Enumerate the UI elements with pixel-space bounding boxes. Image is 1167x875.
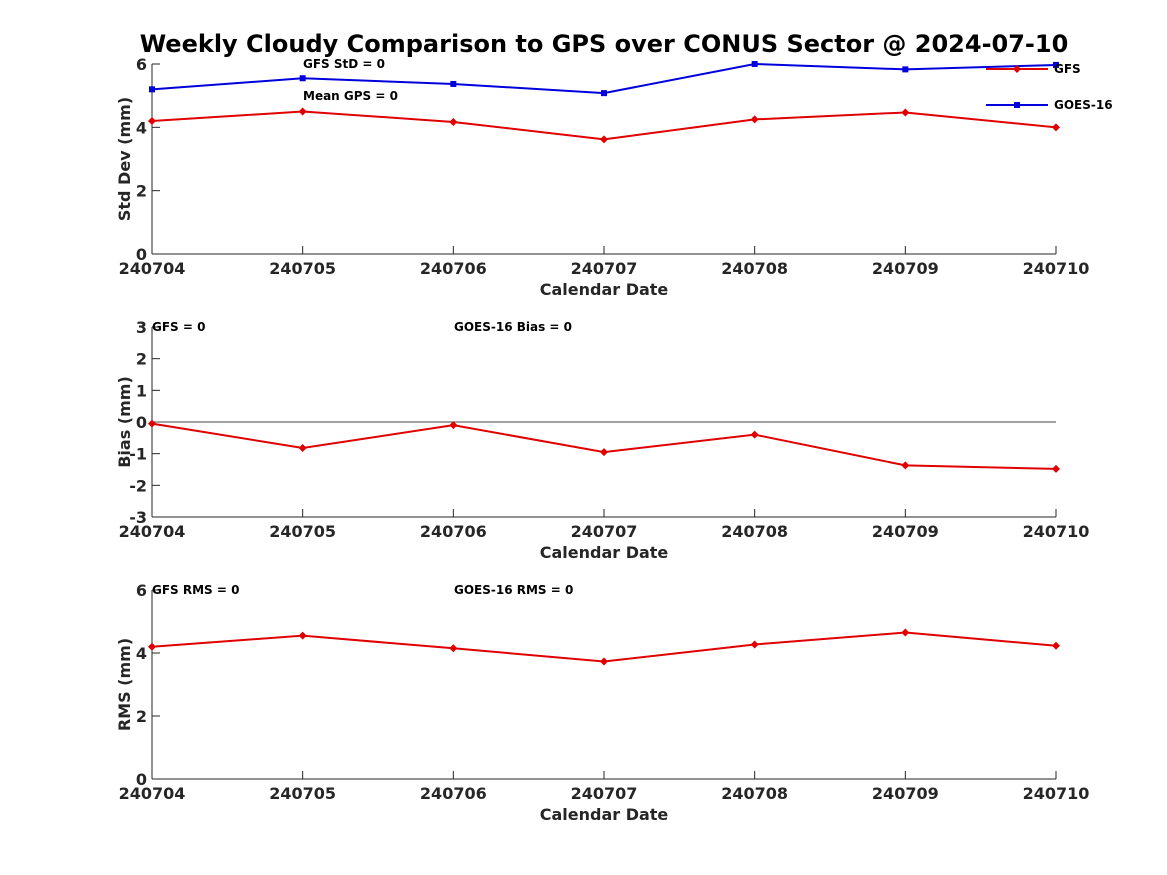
annotation: GFS RMS = 0: [152, 583, 239, 597]
panel-3: 240704 240705 240706 240707 240708 240709 2407…: [115, 581, 1089, 824]
x-tick-label: 240706: [420, 522, 487, 541]
x-axis-label: Calendar Date: [540, 280, 669, 299]
x-tick-label: 240708: [721, 784, 788, 803]
data-point-gfs: [148, 642, 156, 651]
data-point-goes-16: [1053, 61, 1059, 68]
y-tick-label: 0: [136, 245, 147, 264]
data-point-gfs: [750, 430, 759, 439]
data-point-gfs: [901, 461, 910, 470]
x-tick-label: 240707: [571, 259, 638, 278]
x-tick-label: 240705: [269, 259, 336, 278]
y-tick-label: -1: [129, 445, 147, 464]
y-tick-label: -3: [129, 508, 147, 527]
y-tick-label: 1: [136, 381, 147, 400]
data-point-gfs: [298, 631, 307, 640]
x-tick-label: 240705: [269, 784, 336, 803]
y-tick-label: 6: [136, 581, 147, 600]
data-point-gfs: [901, 108, 910, 117]
data-point-gfs: [148, 117, 156, 125]
data-point-goes-16: [450, 80, 457, 87]
annotation: GFS = 0: [152, 320, 205, 334]
y-tick-label: 2: [136, 707, 147, 726]
legend-marker-goes-16: [1014, 102, 1020, 108]
x-tick-label: 240709: [872, 522, 939, 541]
y-tick-label: 4: [136, 118, 147, 137]
y-tick-label: 2: [136, 182, 147, 201]
x-tick-label: 240708: [721, 259, 788, 278]
y-tick-label: 4: [136, 644, 147, 663]
data-point-goes-16: [299, 75, 306, 82]
series-line-gfs: [151, 631, 1057, 663]
y-tick-label: -2: [129, 476, 147, 495]
x-tick-label: 240709: [872, 259, 939, 278]
x-axis-label: Calendar Date: [540, 543, 669, 562]
x-tick-label: 240708: [721, 522, 788, 541]
y-tick-label: 0: [136, 770, 147, 789]
legend-label-gfs: GFS: [1054, 62, 1081, 76]
data-point-gfs: [148, 419, 156, 428]
annotation: Mean GPS = 0: [303, 89, 398, 103]
x-tick-label: 240710: [1023, 259, 1090, 278]
y-tick-label: 2: [136, 350, 147, 369]
x-tick-label: 240707: [571, 784, 638, 803]
x-tick-label: 240706: [420, 784, 487, 803]
data-point-gfs: [449, 421, 458, 430]
data-point-goes-16: [902, 66, 909, 73]
annotation: GOES-16 RMS = 0: [454, 583, 573, 597]
data-point-goes-16: [751, 61, 758, 67]
series-line-goes-16: [151, 62, 1057, 95]
data-point-gfs: [449, 644, 458, 653]
x-tick-label: 240704: [119, 784, 186, 803]
y-tick-label: 6: [136, 55, 147, 74]
x-tick-label: 240706: [420, 259, 487, 278]
legend: GFS GOES-16: [986, 62, 1113, 112]
data-point-gfs: [1052, 641, 1060, 650]
data-point-goes-16: [149, 86, 155, 93]
x-tick-label: 240704: [119, 522, 186, 541]
data-point-gfs: [298, 107, 307, 116]
series-line-gfs: [151, 422, 1057, 470]
data-point-gfs: [600, 657, 608, 666]
figure-title: Weekly Cloudy Comparison to GPS over CON…: [140, 30, 1069, 58]
panels: 240704 240705 240706 240707 240708 240709 2407…: [115, 55, 1113, 824]
data-point-gfs: [1052, 464, 1060, 473]
data-point-gfs: [449, 117, 458, 126]
x-tick-label: 240710: [1023, 522, 1090, 541]
data-point-gfs: [600, 448, 608, 457]
data-point-gfs: [1052, 123, 1060, 132]
legend-marker-gfs: [1013, 65, 1021, 73]
y-tick-label: 3: [136, 318, 147, 337]
legend-label-goes-16: GOES-16: [1054, 98, 1113, 112]
data-point-gfs: [750, 640, 759, 649]
x-tick-label: 240707: [571, 522, 638, 541]
x-tick-label: 240710: [1023, 784, 1090, 803]
data-point-gfs: [600, 135, 608, 144]
y-axis-label: RMS (mm): [115, 638, 134, 731]
data-point-gfs: [298, 443, 307, 452]
data-point-gfs: [901, 628, 910, 637]
x-axis-label: Calendar Date: [540, 805, 669, 824]
y-axis-label: Bias (mm): [115, 376, 134, 468]
annotation: GFS StD = 0: [303, 57, 385, 71]
annotation: GOES-16 Bias = 0: [454, 320, 572, 334]
panel-2: 240704 240705 240706 240707 240708 240709 2407…: [115, 318, 1089, 562]
x-tick-label: 240704: [119, 259, 186, 278]
data-point-gfs: [750, 115, 759, 124]
y-axis-label: Std Dev (mm): [115, 97, 134, 221]
y-tick-label: 0: [136, 413, 147, 432]
data-point-goes-16: [601, 90, 607, 97]
x-tick-label: 240705: [269, 522, 336, 541]
series-line-gfs: [151, 110, 1057, 141]
x-tick-label: 240709: [872, 784, 939, 803]
panel-1: 240704 240705 240706 240707 240708 240709 2407…: [115, 55, 1113, 299]
